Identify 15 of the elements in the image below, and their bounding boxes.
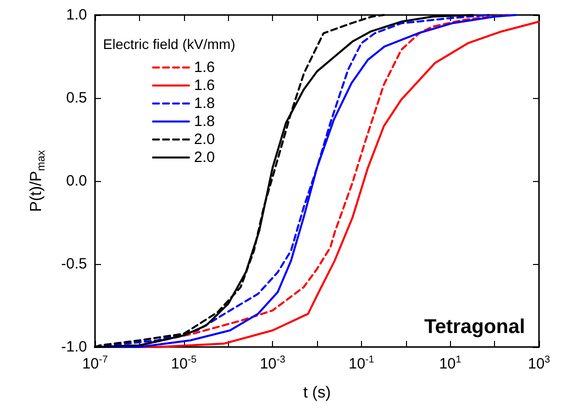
legend-label: 1.6 [194, 59, 215, 76]
legend-title: Electric field (kV/mm) [103, 36, 236, 52]
legend-label: 1.8 [194, 95, 215, 112]
annotation: Tetragonal [424, 316, 526, 338]
y-tick-label: 1.0 [66, 6, 87, 24]
legend-label: 1.8 [194, 113, 215, 130]
y-tick-label: -0.5 [61, 256, 87, 272]
legend-label: 2.0 [194, 131, 215, 148]
y-tick-label: 0.5 [66, 90, 87, 106]
y-tick-label: 0.0 [66, 172, 87, 190]
x-axis-title: t (s) [303, 384, 331, 402]
y-tick-label: -1.0 [61, 338, 87, 356]
legend-label: 2.0 [194, 149, 215, 166]
y-axis-title: P(t)/Pmax [28, 150, 48, 212]
legend-label: 1.6 [194, 77, 215, 94]
